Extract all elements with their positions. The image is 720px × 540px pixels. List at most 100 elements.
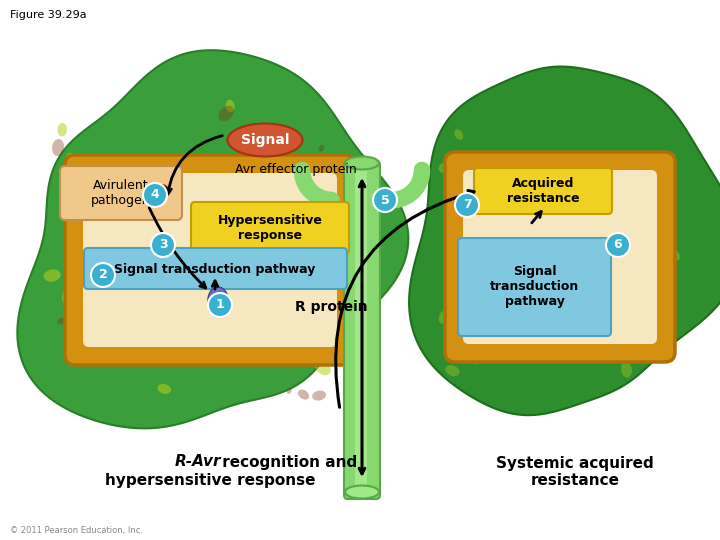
Ellipse shape [660,183,666,192]
Ellipse shape [92,270,107,285]
Ellipse shape [319,145,324,152]
Ellipse shape [503,284,508,289]
Ellipse shape [473,357,482,364]
Ellipse shape [454,130,463,140]
Text: R protein: R protein [295,300,368,314]
Ellipse shape [272,301,289,318]
Ellipse shape [178,287,194,307]
Ellipse shape [215,325,241,345]
Ellipse shape [593,172,598,178]
FancyBboxPatch shape [191,202,349,254]
Ellipse shape [619,313,636,326]
Ellipse shape [212,351,217,357]
Ellipse shape [200,207,225,224]
Ellipse shape [85,294,97,307]
Text: 3: 3 [158,239,167,252]
FancyBboxPatch shape [445,152,675,362]
Ellipse shape [225,100,235,112]
Ellipse shape [621,362,632,377]
Circle shape [151,233,175,257]
Ellipse shape [315,360,330,375]
Text: Signal
transduction
pathway: Signal transduction pathway [490,266,580,308]
Ellipse shape [155,251,169,263]
Ellipse shape [502,174,518,191]
Text: R-Avr: R-Avr [175,455,222,469]
Ellipse shape [292,249,316,268]
Text: Systemic acquired
resistance: Systemic acquired resistance [496,456,654,488]
Ellipse shape [282,235,297,250]
Polygon shape [17,50,408,428]
Ellipse shape [117,224,124,230]
FancyBboxPatch shape [60,166,182,220]
Circle shape [208,293,232,317]
Ellipse shape [345,157,379,170]
Ellipse shape [71,355,76,362]
Text: Acquired
resistance: Acquired resistance [507,177,580,205]
Ellipse shape [217,307,225,316]
Circle shape [91,263,115,287]
Circle shape [373,188,397,212]
Ellipse shape [78,328,99,345]
FancyBboxPatch shape [84,248,347,289]
Ellipse shape [98,165,110,181]
Ellipse shape [345,485,379,498]
Ellipse shape [203,301,217,313]
Ellipse shape [438,309,451,324]
FancyBboxPatch shape [458,238,611,336]
Ellipse shape [58,123,67,137]
Ellipse shape [44,269,60,282]
Ellipse shape [106,291,116,300]
Ellipse shape [232,237,248,248]
Circle shape [143,183,167,207]
Ellipse shape [663,321,673,329]
Ellipse shape [549,309,557,320]
Text: Avr effector protein: Avr effector protein [235,164,356,177]
Text: Figure 39.29a: Figure 39.29a [10,10,86,20]
Ellipse shape [58,318,66,325]
Circle shape [158,185,168,195]
Ellipse shape [314,339,323,349]
Text: recognition and: recognition and [217,455,357,469]
Ellipse shape [334,317,342,323]
Ellipse shape [298,389,309,400]
Ellipse shape [52,139,64,156]
Ellipse shape [272,131,285,141]
Ellipse shape [218,106,234,121]
Ellipse shape [180,174,196,186]
FancyBboxPatch shape [355,168,367,492]
Ellipse shape [333,187,341,195]
Text: 2: 2 [99,268,107,281]
FancyBboxPatch shape [344,161,380,499]
Polygon shape [409,66,720,415]
Ellipse shape [294,347,307,359]
Ellipse shape [312,390,326,401]
Text: 7: 7 [463,199,472,212]
Text: © 2011 Pearson Education, Inc.: © 2011 Pearson Education, Inc. [10,526,143,535]
Text: Hypersensitive
response: Hypersensitive response [217,214,323,242]
Ellipse shape [66,153,80,168]
Text: Signal: Signal [240,133,289,147]
Ellipse shape [62,284,79,308]
Ellipse shape [157,271,163,280]
Circle shape [455,193,479,217]
Text: 4: 4 [150,188,159,201]
Ellipse shape [285,176,293,186]
Ellipse shape [438,161,456,174]
Ellipse shape [254,269,260,276]
FancyBboxPatch shape [474,168,612,214]
Ellipse shape [208,287,228,313]
Ellipse shape [335,231,352,244]
Ellipse shape [158,384,171,394]
Ellipse shape [446,365,459,376]
Ellipse shape [228,124,302,157]
Ellipse shape [305,185,328,202]
Ellipse shape [287,388,292,394]
Circle shape [606,233,630,257]
Ellipse shape [667,249,680,261]
Ellipse shape [246,254,255,266]
Ellipse shape [220,166,240,187]
Text: 6: 6 [613,239,622,252]
Text: 5: 5 [381,193,390,206]
Ellipse shape [593,234,606,243]
Ellipse shape [70,174,85,191]
